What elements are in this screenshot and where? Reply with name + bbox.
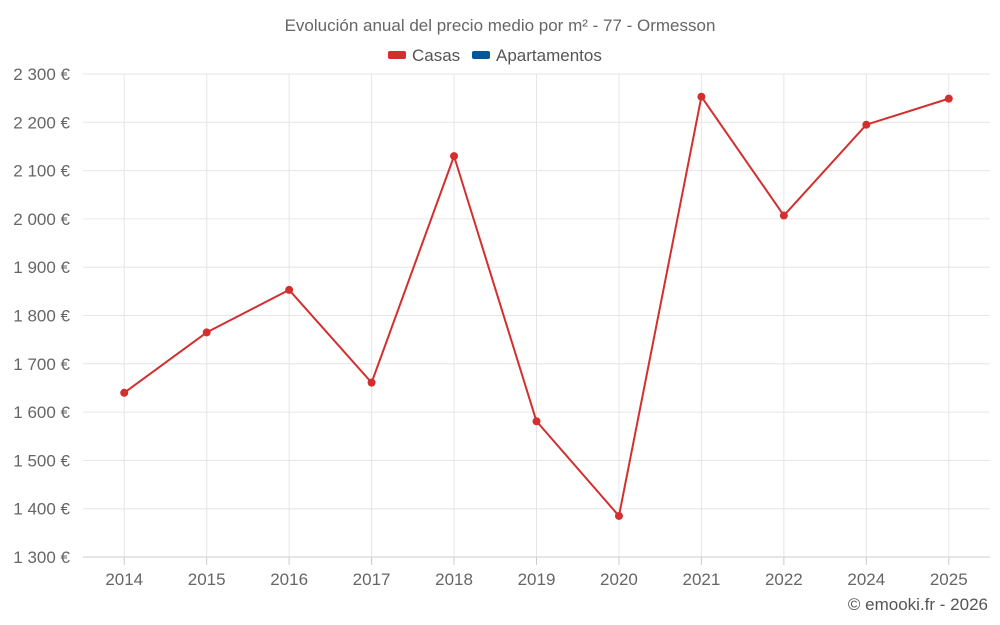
x-tick-label: 2024: [847, 570, 885, 589]
y-tick-label: 1 600 €: [13, 403, 70, 422]
x-tick-label: 2016: [270, 570, 308, 589]
x-tick-label: 2015: [188, 570, 226, 589]
grid: [83, 73, 990, 565]
y-tick-label: 2 200 €: [13, 113, 70, 132]
x-tick-label: 2020: [600, 570, 638, 589]
x-tick-label: 2021: [682, 570, 720, 589]
legend-swatch-apartamentos: [472, 51, 490, 59]
legend-label-apartamentos: Apartamentos: [496, 46, 602, 65]
y-tick-label: 2 300 €: [13, 65, 70, 84]
data-point-casas[interactable]: [120, 388, 129, 397]
data-point-casas[interactable]: [862, 120, 871, 129]
credit-text: © emooki.fr - 2026: [848, 595, 988, 614]
y-axis-labels: 1 300 € 1 400 € 1 500 € 1 600 € 1 700 € 1 800…: [13, 65, 70, 567]
y-tick-label: 2 100 €: [13, 162, 70, 181]
data-point-casas[interactable]: [779, 211, 788, 220]
x-tick-label: 2019: [518, 570, 556, 589]
series-layer: [120, 92, 953, 520]
y-tick-label: 1 400 €: [13, 500, 70, 519]
x-axis-labels: 2014 2015 2016 2017 2018 2019 2020 2021 2022 2024…: [105, 570, 967, 589]
data-point-casas[interactable]: [367, 378, 376, 387]
legend-item-casas[interactable]: Casas: [388, 46, 460, 65]
data-point-casas[interactable]: [285, 285, 294, 294]
y-tick-label: 2 000 €: [13, 210, 70, 229]
y-tick-label: 1 500 €: [13, 451, 70, 470]
legend-swatch-casas: [388, 51, 406, 59]
data-point-casas[interactable]: [614, 511, 623, 520]
chart-title: Evolución anual del precio medio por m² …: [285, 16, 716, 35]
data-point-casas[interactable]: [450, 152, 459, 161]
y-tick-label: 1 900 €: [13, 258, 70, 277]
x-tick-label: 2017: [353, 570, 391, 589]
data-point-casas[interactable]: [532, 417, 541, 426]
data-point-casas[interactable]: [697, 92, 706, 101]
x-tick-label: 2014: [105, 570, 143, 589]
y-tick-label: 1 800 €: [13, 307, 70, 326]
legend: Casas Apartamentos: [388, 46, 602, 65]
y-tick-label: 1 300 €: [13, 548, 70, 567]
data-point-casas[interactable]: [944, 94, 953, 103]
legend-label-casas: Casas: [412, 46, 460, 65]
x-tick-label: 2018: [435, 570, 473, 589]
data-point-casas[interactable]: [202, 328, 211, 337]
legend-item-apartamentos[interactable]: Apartamentos: [472, 46, 602, 65]
x-tick-label: 2022: [765, 570, 803, 589]
y-tick-label: 1 700 €: [13, 355, 70, 374]
x-tick-label: 2025: [930, 570, 968, 589]
